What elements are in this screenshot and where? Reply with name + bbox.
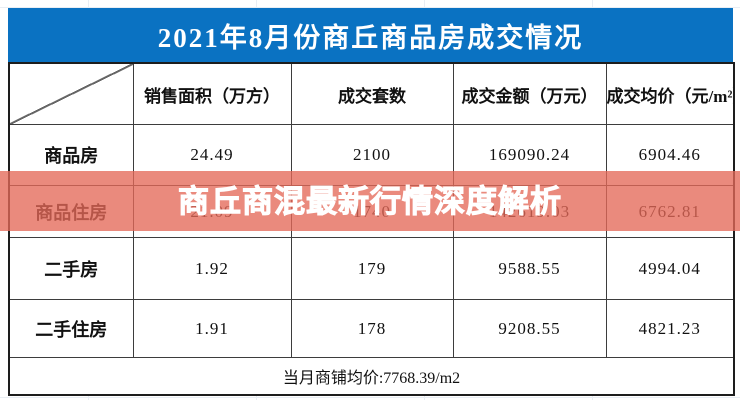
cell-avg-price: 6762.81 — [605, 185, 735, 238]
transactions-table: 销售面积（万方） 成交套数 成交金额（万元） 成交均价（元/m²） 商品房 24… — [8, 62, 735, 396]
table-row: 二手房 1.92 179 9588.55 4994.04 — [8, 237, 735, 300]
cell-amount: 169090.24 — [452, 124, 607, 186]
header-row: 销售面积（万方） 成交套数 成交金额（万元） 成交均价（元/m²） — [8, 62, 735, 125]
cell-units: 178 — [290, 299, 454, 358]
col-header-amount: 成交金额（万元） — [452, 62, 607, 125]
col-header-area: 销售面积（万方） — [132, 62, 292, 125]
cell-avg-price: 4994.04 — [605, 237, 735, 300]
cell-area: 1.92 — [132, 237, 292, 300]
cell-area: 21.09 — [132, 185, 292, 238]
cell-units: 1740 — [290, 185, 454, 238]
cell-amount: 9588.55 — [452, 237, 607, 300]
cell-area: 1.91 — [132, 299, 292, 358]
row-label: 商品住房 — [8, 185, 134, 238]
row-label: 二手房 — [8, 237, 134, 300]
col-header-avg-price: 成交均价（元/m²） — [605, 62, 735, 125]
table-row: 商品房 24.49 2100 169090.24 6904.46 — [8, 124, 735, 186]
cell-units: 2100 — [290, 124, 454, 186]
corner-diagonal-cell — [8, 62, 134, 125]
table-row: 二手住房 1.91 178 9208.55 4821.23 — [8, 299, 735, 358]
footer-row: 当月商铺均价:7768.39/m2 — [8, 357, 735, 396]
cell-avg-price: 4821.23 — [605, 299, 735, 358]
cell-area: 24.49 — [132, 124, 292, 186]
row-label: 二手住房 — [8, 299, 134, 358]
cell-units: 179 — [290, 237, 454, 300]
shop-avg-price-note: 当月商铺均价:7768.39/m2 — [8, 357, 735, 396]
table-row: 商品住房 21.09 1740 142619.03 6762.81 — [8, 185, 735, 238]
row-label: 商品房 — [8, 124, 134, 186]
cell-avg-price: 6904.46 — [605, 124, 735, 186]
cell-amount: 9208.55 — [452, 299, 607, 358]
cell-amount: 142619.03 — [452, 185, 607, 238]
table-title: 2021年8月份商丘商品房成交情况 — [8, 8, 733, 62]
col-header-units: 成交套数 — [290, 62, 454, 125]
